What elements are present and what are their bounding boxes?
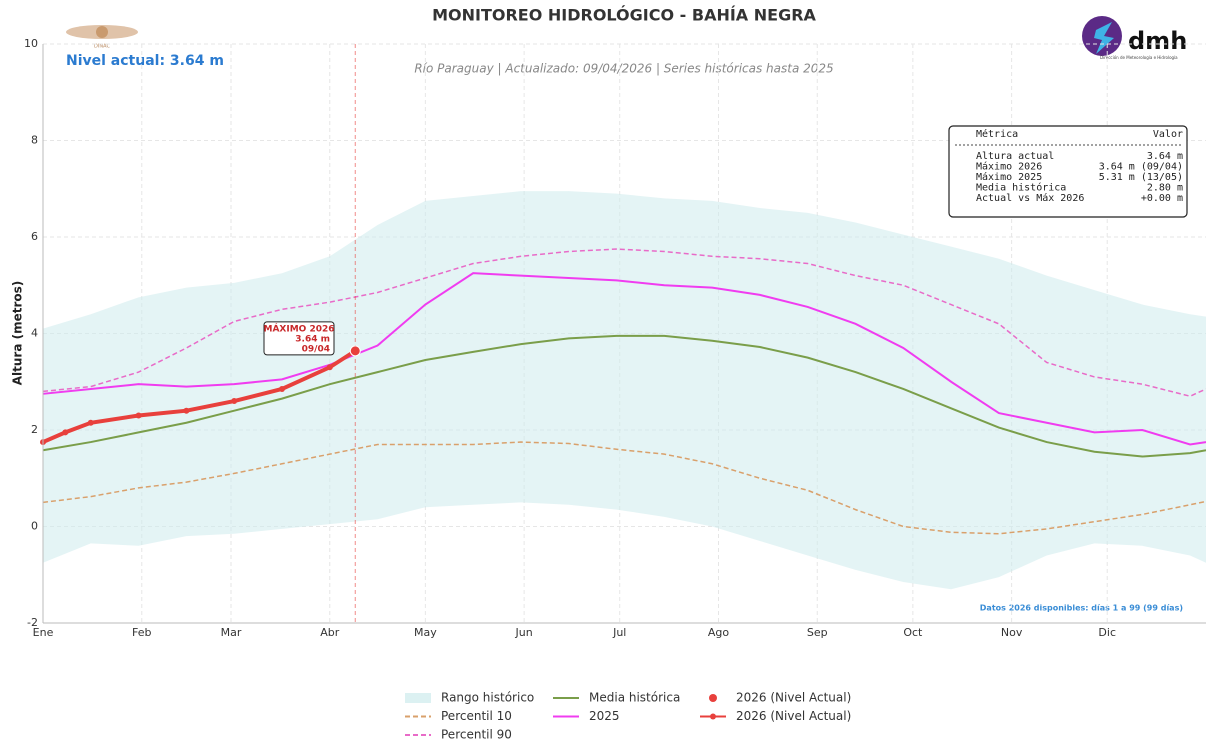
table-cell: Media histórica bbox=[976, 182, 1066, 194]
logo-bolt bbox=[1094, 22, 1114, 54]
legend-label: Percentil 90 bbox=[441, 728, 512, 742]
y-tick-label: 2 bbox=[31, 423, 38, 436]
legend-label: Media histórica bbox=[589, 691, 680, 705]
legend-swatch bbox=[405, 693, 431, 703]
x-tick-label: Feb bbox=[132, 626, 151, 639]
x-tick-label: Dic bbox=[1098, 626, 1116, 639]
y-tick-label: -2 bbox=[27, 616, 38, 629]
x-tick-label: Sep bbox=[807, 626, 828, 639]
subtitle: Río Paraguay | Actualizado: 09/04/2026 |… bbox=[414, 62, 833, 76]
x-tick-label: Jul bbox=[612, 626, 626, 639]
legend-label: 2026 (Nivel Actual) bbox=[736, 709, 851, 723]
x-tick-label: Mar bbox=[221, 626, 242, 639]
metrics-table: Métrica Valor Altura actual 3.64 m Máximo 20… bbox=[955, 128, 1183, 204]
series-line bbox=[42, 248, 1206, 398]
table-cell: 2.80 m bbox=[1147, 183, 1183, 194]
x-tick-label: Nov bbox=[1001, 626, 1023, 639]
series-line bbox=[42, 441, 1206, 535]
y-tick-label: 8 bbox=[31, 134, 38, 147]
current-marker bbox=[135, 412, 142, 419]
annotation-text: MÁXIMO 2026 bbox=[264, 322, 335, 334]
table-cell: 5.31 m (13/05) bbox=[1099, 172, 1183, 183]
x-tick-label: Ene bbox=[33, 626, 54, 639]
table-cell: +0.00 m bbox=[1141, 193, 1183, 204]
current-marker bbox=[326, 364, 333, 371]
current-marker bbox=[62, 429, 69, 436]
table-cell: 3.64 m bbox=[1147, 151, 1183, 162]
legend-label: 2025 bbox=[589, 709, 620, 723]
legend-label: Rango histórico bbox=[441, 691, 534, 705]
x-tick-label: Jun bbox=[515, 626, 533, 639]
table-cell: 3.64 m (09/04) bbox=[1099, 162, 1183, 173]
table-cell: Máximo 2026 bbox=[976, 161, 1042, 173]
current-point bbox=[349, 345, 361, 357]
current-marker bbox=[87, 419, 94, 426]
current-marker bbox=[278, 385, 285, 392]
x-tick-label: May bbox=[414, 626, 437, 639]
table-header: Métrica bbox=[976, 128, 1018, 140]
annotation-box bbox=[263, 321, 335, 356]
legend-swatch bbox=[709, 694, 717, 702]
logo-left: DINAC bbox=[66, 25, 138, 50]
y-axis-label: Altura (metros) bbox=[11, 281, 25, 386]
annotation-text: 3.64 m bbox=[295, 334, 330, 344]
current-marker bbox=[231, 398, 238, 405]
legend-label: Percentil 10 bbox=[441, 709, 512, 723]
y-tick-label: 6 bbox=[31, 230, 38, 243]
metrics-box bbox=[948, 125, 1188, 218]
data-note: Datos 2026 disponibles: días 1 a 99 (99 … bbox=[980, 604, 1183, 613]
table-cell: Máximo 2025 bbox=[976, 171, 1042, 183]
x-tick-label: Oct bbox=[903, 626, 923, 639]
table-header: Valor bbox=[1153, 129, 1183, 140]
legend-label: 2026 (Nivel Actual) bbox=[736, 691, 851, 705]
logo-caption: Dirección de Meteorología e Hidrología bbox=[1100, 55, 1178, 60]
series-line bbox=[42, 272, 1206, 446]
x-tick-label: Ago bbox=[708, 626, 730, 639]
logo-right: dmh Dirección de Meteorología e Hidrolog… bbox=[1082, 16, 1187, 60]
legend-swatch bbox=[710, 713, 716, 720]
range-band bbox=[43, 191, 1206, 590]
x-tick-label: Abr bbox=[320, 626, 340, 639]
legend: Rango histórico Percentil 10 Percentil 90 M… bbox=[405, 691, 851, 742]
logo-emblem bbox=[96, 26, 108, 38]
logo-text: DINAC bbox=[94, 44, 110, 50]
annotation-text: 09/04 bbox=[302, 344, 330, 354]
current-level: Nivel actual: 3.64 m bbox=[66, 53, 224, 69]
chart-title: MONITOREO HIDROLÓGICO - BAHÍA NEGRA bbox=[432, 6, 816, 25]
y-tick-label: 10 bbox=[24, 37, 38, 50]
table-cell: Actual vs Máx 2026 bbox=[976, 192, 1084, 204]
y-tick-label: 4 bbox=[31, 327, 38, 340]
y-tick-label: 0 bbox=[31, 520, 38, 533]
logo-text: dmh bbox=[1128, 27, 1187, 55]
current-marker bbox=[183, 407, 190, 414]
series-line bbox=[42, 334, 1206, 458]
table-cell: Altura actual bbox=[976, 151, 1054, 162]
